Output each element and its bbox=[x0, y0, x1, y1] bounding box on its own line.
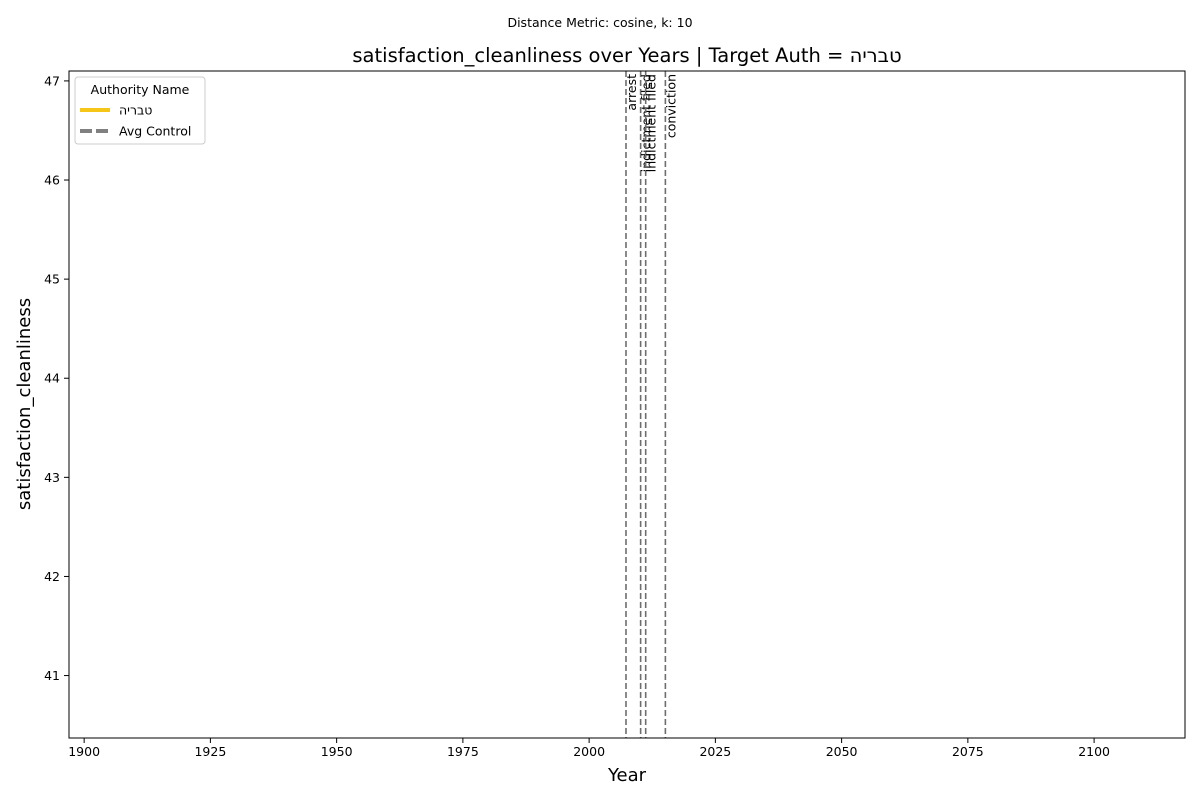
x-tick-label: 2050 bbox=[826, 744, 858, 759]
x-tick-label: 2075 bbox=[952, 744, 984, 759]
legend-label-target: טבריה bbox=[119, 103, 152, 118]
y-tick-label: 41 bbox=[44, 668, 60, 683]
x-axis-label: Year bbox=[607, 765, 647, 786]
legend: Authority Name טבריה Avg Control bbox=[74, 76, 206, 145]
y-tick-label: 47 bbox=[44, 73, 60, 88]
event-label: arrest bbox=[624, 74, 639, 111]
y-tick-label: 42 bbox=[44, 569, 60, 584]
event-label: indictment filed bbox=[639, 74, 654, 172]
legend-title: Authority Name bbox=[91, 82, 190, 97]
x-tick-label: 2025 bbox=[699, 744, 731, 759]
x-axis: 1900 1925 1950 1975 2000 2025 2050 2075 2100 bbox=[68, 738, 1110, 759]
y-axis: 41 42 43 44 45 46 47 bbox=[44, 73, 69, 683]
chart-title: satisfaction_cleanliness over Years | Ta… bbox=[352, 44, 901, 67]
event-label: indictment filed bbox=[644, 74, 659, 172]
event-label: conviction bbox=[663, 74, 678, 138]
y-axis-label: satisfaction_cleanliness bbox=[14, 298, 35, 510]
x-tick-label: 2100 bbox=[1078, 744, 1110, 759]
legend-box bbox=[74, 76, 206, 145]
x-tick-label: 2000 bbox=[573, 744, 605, 759]
y-tick-label: 45 bbox=[44, 272, 60, 287]
plot-area bbox=[69, 71, 1185, 738]
chart-suptitle: Distance Metric: cosine, k: 10 bbox=[507, 15, 692, 30]
x-tick-label: 1975 bbox=[447, 744, 479, 759]
legend-label-control: Avg Control bbox=[119, 124, 191, 139]
x-tick-label: 1925 bbox=[194, 744, 226, 759]
y-tick-label: 46 bbox=[44, 173, 60, 188]
y-tick-label: 44 bbox=[44, 371, 60, 386]
y-tick-label: 43 bbox=[44, 470, 60, 485]
plot-frame bbox=[68, 70, 1186, 739]
x-tick-label: 1950 bbox=[321, 744, 353, 759]
x-tick-label: 1900 bbox=[68, 744, 100, 759]
